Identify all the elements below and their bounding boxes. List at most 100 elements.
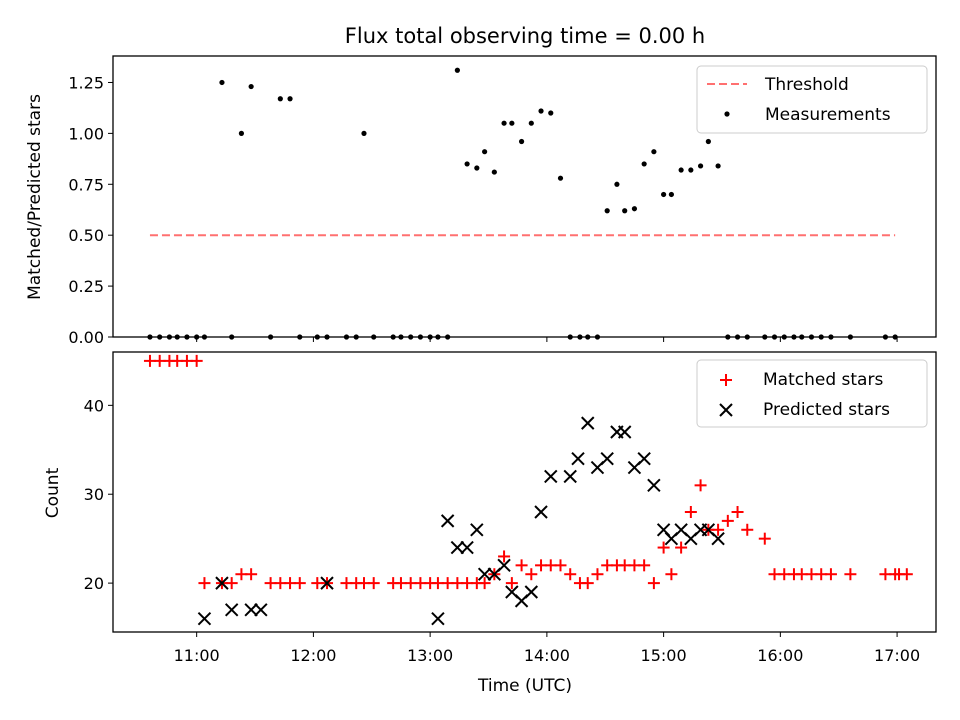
measurement-point bbox=[238, 130, 245, 136]
predicted-star-point bbox=[254, 603, 268, 617]
matched-star-point bbox=[675, 541, 688, 554]
measurement-point bbox=[518, 138, 525, 145]
matched-star-point bbox=[245, 568, 258, 581]
measurement-point bbox=[287, 96, 293, 102]
bottom-x-tick-label: 14:00 bbox=[524, 646, 570, 665]
legend-measurements-swatch bbox=[724, 111, 730, 117]
predicted-star-point bbox=[600, 451, 614, 466]
measurement-point bbox=[631, 206, 638, 212]
predicted-star-point bbox=[450, 540, 465, 555]
predicted-star-point bbox=[477, 567, 492, 581]
matched-star-point bbox=[758, 532, 771, 545]
measurement-point bbox=[509, 120, 515, 126]
bottom-plot-frame bbox=[112, 351, 937, 633]
bottom-legend-box bbox=[696, 359, 928, 428]
predicted-star-stroke bbox=[477, 567, 492, 581]
top-y-tick-label: 0.00 bbox=[68, 328, 104, 347]
top-legend-box bbox=[696, 65, 928, 134]
measurement-point bbox=[604, 208, 610, 214]
predicted-star-stroke bbox=[215, 576, 229, 590]
predicted-star-point bbox=[563, 469, 577, 484]
matched-star-point bbox=[505, 577, 518, 590]
predicted-star-point bbox=[711, 531, 725, 546]
predicted-star-point bbox=[497, 558, 511, 573]
predicted-star-stroke bbox=[674, 523, 688, 537]
matched-star-point bbox=[498, 550, 511, 563]
matched-star-point bbox=[478, 577, 491, 590]
measurement-point bbox=[454, 67, 460, 73]
bottom-y-axis-label: Count bbox=[43, 467, 63, 518]
matched-star-point bbox=[591, 568, 604, 581]
matched-star-point bbox=[525, 568, 538, 581]
bottom-y-tick-label: 20 bbox=[84, 574, 104, 593]
predicted-star-stroke bbox=[571, 451, 585, 466]
predicted-star-point bbox=[647, 478, 661, 493]
measurement-point bbox=[277, 96, 283, 102]
predicted-star-point bbox=[431, 611, 445, 626]
legend-matched-label: Matched stars bbox=[763, 370, 883, 390]
measurement-point bbox=[557, 175, 564, 181]
predicted-star-point bbox=[544, 469, 558, 484]
predicted-star-stroke bbox=[637, 451, 651, 466]
top-y-tick-label: 1.00 bbox=[68, 124, 104, 143]
measurement-point bbox=[641, 161, 647, 167]
predicted-star-stroke bbox=[440, 514, 455, 528]
predicted-star-stroke bbox=[647, 478, 661, 493]
top-y-tick-label: 0.75 bbox=[68, 175, 104, 194]
predicted-star-stroke bbox=[563, 469, 577, 484]
legend-threshold-label: Threshold bbox=[764, 75, 849, 95]
predicted-star-stroke bbox=[470, 523, 484, 537]
predicted-star-stroke bbox=[224, 603, 239, 617]
top-plot-area: 0.00 0.25 0.50 0.75 1.00 1.25 bbox=[68, 67, 898, 347]
bottom-y-tick-label: 30 bbox=[84, 485, 104, 504]
predicted-star-stroke bbox=[497, 558, 511, 573]
predicted-star-stroke bbox=[505, 585, 519, 599]
measurement-point bbox=[705, 138, 711, 145]
top-legend: Threshold Measurements bbox=[696, 65, 928, 134]
predicted-star-point bbox=[440, 514, 455, 528]
predicted-star-point bbox=[571, 451, 585, 466]
measurement-point bbox=[219, 79, 225, 86]
measurement-point bbox=[501, 120, 507, 126]
measurement-point bbox=[668, 191, 674, 198]
matched-star-point bbox=[684, 506, 697, 518]
legend-predicted-label: Predicted stars bbox=[763, 400, 890, 420]
predicted-star-point bbox=[637, 451, 651, 466]
matched-star-point bbox=[367, 577, 380, 590]
bottom-subplot: Count Time (UTC) 20 30 40 11:00 12:00 13:00 14… bbox=[43, 351, 937, 696]
predicted-star-stroke bbox=[711, 531, 725, 546]
top-y-tick-label: 0.50 bbox=[68, 226, 104, 245]
bottom-y-tick-label: 40 bbox=[84, 396, 104, 415]
matched-star-point bbox=[190, 354, 203, 367]
predicted-star-point bbox=[470, 523, 484, 537]
predicted-star-point bbox=[524, 585, 539, 599]
predicted-star-point bbox=[320, 576, 334, 590]
matched-star-point bbox=[844, 568, 857, 581]
matched-star-point bbox=[712, 523, 725, 536]
bottom-x-tick-label: 13:00 bbox=[407, 646, 453, 665]
top-y-tick-label: 1.25 bbox=[68, 73, 104, 92]
top-plot-frame bbox=[112, 55, 937, 338]
bottom-x-tick-label: 15:00 bbox=[641, 646, 687, 665]
predicted-star-stroke bbox=[460, 540, 474, 555]
predicted-star-stroke bbox=[581, 416, 595, 430]
matched-star-point bbox=[554, 559, 567, 572]
matched-star-point bbox=[721, 514, 734, 527]
matched-star-point bbox=[581, 577, 594, 590]
predicted-star-point bbox=[617, 425, 632, 439]
measurement-point bbox=[361, 130, 367, 136]
predicted-star-stroke bbox=[431, 611, 445, 626]
matched-star-point bbox=[647, 577, 660, 590]
predicted-star-stroke bbox=[656, 523, 671, 537]
measurement-point bbox=[538, 108, 544, 114]
measurement-point bbox=[464, 161, 470, 167]
predicted-star-point bbox=[197, 611, 212, 626]
matched-star-point bbox=[293, 577, 306, 590]
legend-matched-swatch bbox=[720, 374, 732, 386]
predicted-star-point bbox=[224, 603, 239, 617]
bottom-legend: Matched stars Predicted stars bbox=[696, 359, 928, 428]
bottom-x-tick-label: 17:00 bbox=[874, 646, 920, 665]
measurement-point bbox=[688, 167, 694, 173]
matched-star-point bbox=[638, 559, 651, 572]
